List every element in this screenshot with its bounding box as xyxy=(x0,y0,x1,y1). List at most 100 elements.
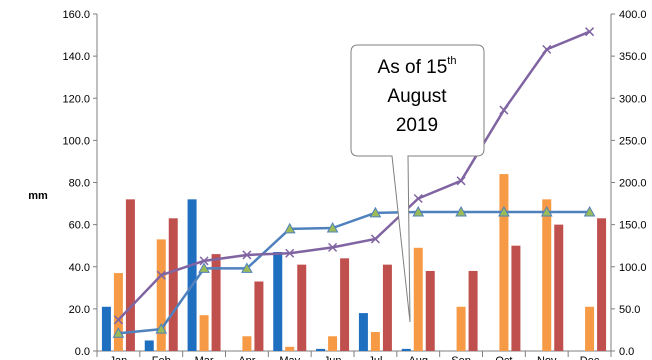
bar xyxy=(542,199,552,351)
left-tick-label: 80.0 xyxy=(69,178,90,190)
bar xyxy=(554,224,564,351)
callout-line-2: August xyxy=(387,86,447,107)
bar xyxy=(242,336,252,351)
bar xyxy=(211,254,221,351)
callout-box xyxy=(350,44,485,323)
category-label: Jan xyxy=(110,355,128,360)
callout-date-text: As of 15 xyxy=(378,57,448,78)
marker-stroke xyxy=(413,193,423,204)
bar xyxy=(254,281,264,351)
line-point-marker xyxy=(498,205,510,217)
left-tick-label: 160.0 xyxy=(62,9,90,21)
category-label: Aug xyxy=(408,355,428,360)
series-line xyxy=(117,30,591,321)
marker-stroke xyxy=(242,250,252,260)
bar xyxy=(273,252,283,351)
bar xyxy=(370,332,380,351)
marker-stroke xyxy=(370,234,380,244)
line-point-marker xyxy=(412,205,425,217)
callout-line-1: As of 15th xyxy=(378,55,457,78)
category-label: Dec xyxy=(580,355,600,360)
right-tick-label: 400.0 xyxy=(619,9,647,21)
bar xyxy=(156,239,166,351)
line-point-marker xyxy=(326,221,339,233)
category-label: Jul xyxy=(368,355,382,360)
line-point-marker xyxy=(583,205,596,217)
bar xyxy=(340,258,350,351)
left-tick-label: 120.0 xyxy=(62,93,90,105)
series-line xyxy=(118,210,590,335)
line-point-marker xyxy=(499,105,509,115)
marker-stroke xyxy=(585,27,595,37)
right-tick-label: 350.0 xyxy=(619,51,647,63)
callout-line-3: 2019 xyxy=(396,115,438,136)
line-point-marker xyxy=(242,250,252,260)
line-point-marker xyxy=(456,176,466,186)
bar xyxy=(597,218,607,351)
bar xyxy=(316,348,326,351)
callout: As of 15th August 2019 xyxy=(350,44,485,323)
bar xyxy=(358,313,368,351)
right-tick-label: 200.0 xyxy=(619,178,647,190)
marker-stroke xyxy=(113,315,123,325)
line-point-marker xyxy=(241,262,253,273)
line-point-marker xyxy=(285,248,295,258)
line-point-marker xyxy=(113,315,123,325)
category-label: Feb xyxy=(152,355,171,360)
right-tick-label: 100.0 xyxy=(619,262,647,274)
left-tick-label: 100.0 xyxy=(62,135,90,147)
right-tick-label: 50.0 xyxy=(619,304,640,316)
line-point-marker xyxy=(542,44,552,54)
left-tick-label: 0.0 xyxy=(75,346,90,358)
bar xyxy=(382,264,392,351)
line-point-marker xyxy=(540,205,553,217)
line-point-marker xyxy=(112,327,125,338)
category-label: Nov xyxy=(537,355,557,360)
line-point-marker xyxy=(283,222,296,234)
bars xyxy=(101,174,607,351)
left-tick-label: 60.0 xyxy=(69,220,90,232)
bar xyxy=(425,270,435,351)
bar xyxy=(168,218,178,351)
left-tick-label: 140.0 xyxy=(62,51,90,63)
bar xyxy=(413,247,423,351)
category-label: Oct xyxy=(495,355,512,360)
line-point-marker xyxy=(199,256,209,266)
line-point-marker xyxy=(413,193,423,204)
bar xyxy=(297,264,307,351)
bar xyxy=(113,273,123,351)
category-label: Mar xyxy=(195,355,214,360)
callout-date-superscript: th xyxy=(447,55,456,67)
bar xyxy=(328,336,338,351)
bar xyxy=(585,306,595,351)
bar xyxy=(511,245,521,351)
marker-stroke xyxy=(328,242,338,252)
right-tick-label: 250.0 xyxy=(619,135,647,147)
right-tick-label: 300.0 xyxy=(619,93,647,105)
bar xyxy=(468,270,478,351)
line-point-marker xyxy=(370,234,380,244)
marker-stroke xyxy=(456,176,466,186)
line-point-marker xyxy=(369,206,382,218)
bar xyxy=(144,340,154,351)
marker-stroke xyxy=(499,105,509,115)
bar xyxy=(125,199,135,351)
category-label: Apr xyxy=(238,355,255,360)
y-axis-title: mm xyxy=(28,190,48,202)
marker-stroke xyxy=(199,256,209,266)
bar xyxy=(101,306,111,351)
bar xyxy=(456,306,466,351)
marker-stroke xyxy=(285,248,295,258)
line-point-marker xyxy=(156,270,166,280)
right-tick-label: 150.0 xyxy=(619,220,647,232)
bar xyxy=(187,199,197,351)
ticks: 0.0 20.0 40.0 60.0 80.0 100.0 120.0 140.0 160.0 0… xyxy=(62,9,646,360)
right-tick-label: 0.0 xyxy=(619,346,634,358)
lines xyxy=(112,27,596,338)
line-point-marker xyxy=(155,323,168,334)
line-point-marker xyxy=(585,27,595,37)
line-point-marker xyxy=(198,262,210,273)
line-point-marker xyxy=(455,205,467,217)
marker-stroke xyxy=(156,270,166,280)
